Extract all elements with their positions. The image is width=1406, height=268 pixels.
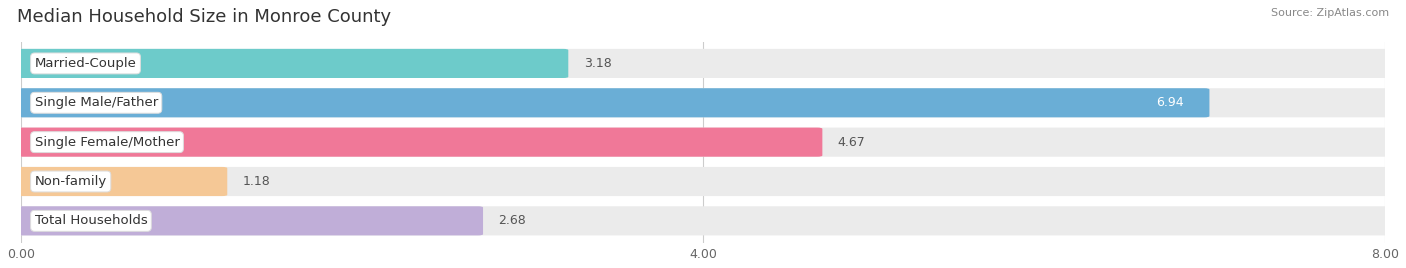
Text: 3.18: 3.18: [583, 57, 612, 70]
FancyBboxPatch shape: [15, 167, 1391, 196]
FancyBboxPatch shape: [15, 167, 228, 196]
FancyBboxPatch shape: [15, 206, 1391, 235]
FancyBboxPatch shape: [15, 128, 1391, 157]
Text: Source: ZipAtlas.com: Source: ZipAtlas.com: [1271, 8, 1389, 18]
Text: Single Female/Mother: Single Female/Mother: [35, 136, 180, 149]
FancyBboxPatch shape: [15, 128, 823, 157]
Text: Married-Couple: Married-Couple: [35, 57, 136, 70]
Text: Single Male/Father: Single Male/Father: [35, 96, 157, 109]
Text: Non-family: Non-family: [35, 175, 107, 188]
FancyBboxPatch shape: [15, 88, 1209, 117]
Text: 1.18: 1.18: [243, 175, 270, 188]
FancyBboxPatch shape: [15, 206, 484, 235]
FancyBboxPatch shape: [15, 49, 568, 78]
Text: 2.68: 2.68: [498, 214, 526, 227]
Text: Median Household Size in Monroe County: Median Household Size in Monroe County: [17, 8, 391, 26]
FancyBboxPatch shape: [15, 49, 1391, 78]
FancyBboxPatch shape: [15, 88, 1391, 117]
Text: Total Households: Total Households: [35, 214, 148, 227]
Text: 4.67: 4.67: [838, 136, 866, 149]
Text: 6.94: 6.94: [1156, 96, 1184, 109]
